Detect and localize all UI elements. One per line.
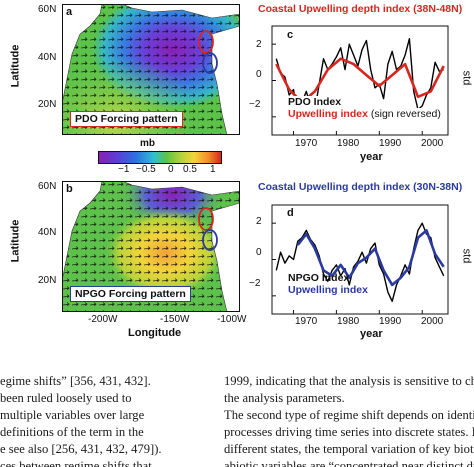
panel-d-title: Coastal Upwelling depth index (30N-38N) <box>258 181 463 193</box>
pdo-legend-text: PDO Forcing pattern <box>75 113 178 125</box>
panel-c-legend-note: (sign reversed) <box>370 108 441 120</box>
text-right-line-6: abiotic variables are “concentrated near… <box>224 459 474 467</box>
text-left-line-2: been ruled loosely used to <box>0 391 132 405</box>
panel-a-ylabel: Latitude <box>9 44 22 88</box>
panel-c-title: Coastal Upwelling depth index (38N-48N) <box>258 3 463 15</box>
panel-d-ytick-neg2: −2 <box>249 278 261 289</box>
panel-c-ytick-neg2: −2 <box>249 99 261 110</box>
panel-a-map: a PDO Forcing pattern <box>61 3 241 136</box>
colorbar-tick-neg1: −1 <box>118 164 130 175</box>
panel-c-ytick-2: 2 <box>256 39 262 50</box>
colorbar-tick-1: 1 <box>210 164 216 175</box>
colorbar-tick-neg05: −0.5 <box>136 164 156 175</box>
panel-c-xlabel: year <box>360 151 383 163</box>
panel-d-legend-upwelling: Upwelling index <box>288 284 368 296</box>
colorbar <box>98 151 222 164</box>
text-column-right: 1999, indicating that the analysis is se… <box>224 373 474 467</box>
pdo-legend-box: PDO Forcing pattern <box>70 111 183 127</box>
panel-b-lon-200w: -200W <box>88 314 118 325</box>
panel-b-ylabel: Latitude <box>9 219 22 263</box>
panel-d-xtick-1970: 1970 <box>295 316 318 327</box>
panel-b-lat-60n: 60N <box>38 181 57 192</box>
panel-d-xtick-1990: 1990 <box>379 316 402 327</box>
panel-d-chart <box>271 204 449 315</box>
text-right-line-5: different states, the temporal variation… <box>224 442 474 456</box>
panel-b-map: b NPGO Forcing pattern <box>61 180 241 313</box>
npgo-legend-box: NPGO Forcing pattern <box>70 286 191 302</box>
npgo-legend-text: NPGO Forcing pattern <box>75 288 186 300</box>
panel-c-xtick-1980: 1980 <box>337 138 360 149</box>
panel-c-xtick-2000: 2000 <box>421 138 444 149</box>
panel-c-legend-upwelling-label: Upwelling index <box>288 108 368 120</box>
colorbar-tick-05: 0.5 <box>183 164 197 175</box>
text-right-line-4: processes driving time series into discr… <box>224 425 474 439</box>
panel-a-letter: a <box>66 6 73 18</box>
panel-a-lat-60n: 60N <box>38 4 57 15</box>
text-left-line-5: e see also [256, 431, 432, 479]). <box>0 442 162 456</box>
panel-c-letter: c <box>287 29 294 41</box>
panel-a-lat-40n: 40N <box>38 52 57 63</box>
panel-d-ytick-2: 2 <box>256 216 262 227</box>
panel-b-xlabel: Longitude <box>128 327 182 339</box>
colorbar-tick-0: 0 <box>168 164 174 175</box>
panel-a-lat-20n: 20N <box>38 99 57 110</box>
panel-c-legend-upwelling: Upwelling index (sign reversed) <box>288 108 441 120</box>
text-right-line-2: the analysis parameters. <box>224 391 345 405</box>
panel-d-series-index <box>275 222 445 303</box>
panel-d-ylabel: std <box>460 248 473 264</box>
panel-d-series-upwelling <box>296 229 445 287</box>
panel-d-ytick-0: 0 <box>256 247 262 258</box>
panel-d-xlabel: year <box>360 328 383 340</box>
panel-c-xtick-1970: 1970 <box>295 138 318 149</box>
panel-c-ytick-0: 0 <box>256 69 262 80</box>
panel-d-letter: d <box>287 207 294 219</box>
panel-d-plot-frame <box>271 204 449 315</box>
panel-b-lat-40n: 40N <box>38 227 57 238</box>
npgo-map-svg <box>61 180 241 313</box>
text-left-line-4: definitions of the term in the <box>0 425 144 439</box>
panel-d-legend-npgo: NPGO Index <box>288 272 350 284</box>
panel-b-lon-150w: -150W <box>160 314 190 325</box>
text-right-line-1: 1999, indicating that the analysis is se… <box>224 374 474 388</box>
panel-b-letter: b <box>66 183 73 195</box>
text-column-left: egime shifts” [356, 431, 432]. been rule… <box>0 373 210 467</box>
text-left-line-3: multiple variables over large <box>0 408 145 422</box>
text-right-line-3: The second type of regime shift depends … <box>224 408 474 422</box>
panel-c-ylabel: std <box>460 70 473 86</box>
panel-d-xtick-2000: 2000 <box>421 316 444 327</box>
text-left-line-6: ces between regime shifts that <box>0 459 152 467</box>
panel-c-xtick-1990: 1990 <box>379 138 402 149</box>
panel-b-lon-100w: -100W <box>217 314 247 325</box>
text-left-line-1: egime shifts” [356, 431, 432]. <box>0 374 151 388</box>
colorbar-unit: mb <box>140 138 155 149</box>
panel-d-xtick-1980: 1980 <box>337 316 360 327</box>
panel-c-legend-pdo: PDO Index <box>288 96 342 108</box>
panel-b-lat-20n: 20N <box>38 275 57 286</box>
